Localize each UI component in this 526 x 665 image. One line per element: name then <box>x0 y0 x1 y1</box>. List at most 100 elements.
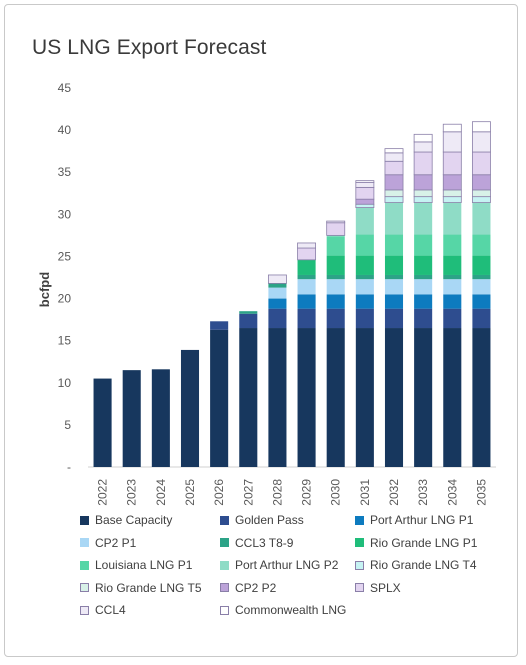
legend-item: Louisiana LNG P1 <box>80 558 192 572</box>
bar-segment <box>239 328 258 467</box>
bar-segment <box>472 255 491 275</box>
bar-segment <box>442 151 462 176</box>
x-tick-label: 2027 <box>241 479 255 506</box>
y-axis-label: bcfpd <box>37 272 52 307</box>
bar-segment <box>355 308 374 329</box>
legend-label: CP2 P1 <box>95 535 137 550</box>
bar-segment <box>297 308 316 329</box>
bar-segment <box>442 123 462 133</box>
legend-label: Rio Grande LNG T5 <box>95 580 202 595</box>
bar-segment <box>355 203 375 208</box>
legend-label: CCL4 <box>95 603 126 617</box>
legend-item: CP2 P1 <box>80 536 136 550</box>
bar-segment <box>93 378 112 467</box>
bar-segment <box>472 328 491 467</box>
bar-segment <box>268 328 287 467</box>
bar-segment <box>384 328 404 467</box>
y-tick-label: 35 <box>58 165 72 179</box>
bar-segment <box>413 133 433 143</box>
bar-segment <box>326 235 345 237</box>
x-tick-label: 2022 <box>96 479 110 506</box>
y-tick-label: 20 <box>58 292 72 306</box>
bar-segment <box>180 349 200 467</box>
bar-segment <box>442 174 462 191</box>
x-tick-label: 2034 <box>445 479 459 506</box>
legend-swatch <box>80 538 89 547</box>
bar-segment <box>413 151 433 176</box>
legend-label: Base Capacity <box>95 513 173 527</box>
legend-swatch <box>220 583 229 592</box>
x-tick-label: 2024 <box>154 479 168 506</box>
bar-segment <box>443 328 462 467</box>
bar-segment <box>384 294 404 309</box>
bar-segment <box>268 308 287 329</box>
bar-segment <box>384 160 404 176</box>
bar-segment <box>414 274 433 280</box>
bar-segment <box>384 189 404 198</box>
bar-segment <box>239 311 258 314</box>
bar-segment <box>355 186 375 200</box>
bar-segment <box>326 274 345 280</box>
y-tick-label: 30 <box>58 207 72 221</box>
x-tick-label: 2031 <box>358 479 372 506</box>
bar-segment <box>414 294 433 309</box>
x-tick-label: 2029 <box>300 479 314 506</box>
legend-label: Rio Grande LNG T4 <box>370 558 477 572</box>
legend-item: CCL4 <box>80 603 126 617</box>
legend-item: Rio Grande LNG P1 <box>355 536 477 550</box>
x-tick-label: 2025 <box>183 479 197 506</box>
bar-segment <box>268 287 287 299</box>
bar-segment <box>355 181 375 188</box>
bar-segment <box>297 294 316 309</box>
bar-segment <box>297 328 316 467</box>
bar-segment <box>413 196 433 203</box>
bar-segment <box>355 255 374 275</box>
bar-segment <box>472 274 491 280</box>
bar-segment <box>384 308 404 329</box>
bar-segment <box>122 370 141 467</box>
legend-swatch <box>80 583 89 592</box>
bar-segment <box>326 222 346 236</box>
bar-segment <box>413 189 433 198</box>
bar-segment <box>471 121 491 133</box>
legend-item: Port Arthur LNG P2 <box>220 558 338 572</box>
bar-segment <box>414 255 433 275</box>
legend-item: CCL3 T8-9 <box>220 536 293 550</box>
legend-swatch <box>220 605 229 615</box>
bar-segment <box>471 174 491 191</box>
bar-segment <box>471 189 491 198</box>
bar-segment <box>443 279 462 295</box>
bar-segment <box>355 274 374 280</box>
bar-segment <box>442 131 462 153</box>
x-tick-label: 2035 <box>474 479 488 506</box>
y-tick-label: 10 <box>58 376 72 390</box>
bar-segment <box>326 308 345 329</box>
legend-label: Port Arthur LNG P1 <box>370 513 474 527</box>
bar-segment <box>471 151 491 176</box>
bar-segment <box>472 202 491 235</box>
legend-item: Golden Pass <box>220 513 304 527</box>
legend-item: CP2 P2 <box>220 581 276 595</box>
y-tick-label: 45 <box>58 81 72 95</box>
bar-segment <box>268 298 287 309</box>
bar-segment <box>472 279 491 295</box>
bar-segment <box>442 196 462 203</box>
bar-segment <box>472 308 491 329</box>
legend-swatch <box>220 560 229 570</box>
legend-label: CCL3 T8-9 <box>235 535 294 550</box>
bar-segment <box>268 283 287 288</box>
legend-label: Port Arthur LNG P2 <box>235 558 339 572</box>
bar-segment <box>472 234 491 256</box>
legend-swatch <box>355 560 364 570</box>
bar-segment <box>472 294 491 309</box>
legend-swatch <box>220 538 229 547</box>
bar-segment <box>355 279 374 295</box>
y-tick-label: 15 <box>58 334 72 348</box>
bar-segment <box>326 220 346 224</box>
legend-swatch <box>355 583 364 592</box>
bar-segment <box>413 174 433 191</box>
x-tick-label: 2032 <box>387 479 401 506</box>
bar-segment <box>414 308 433 329</box>
y-tick-label: - <box>67 460 71 474</box>
